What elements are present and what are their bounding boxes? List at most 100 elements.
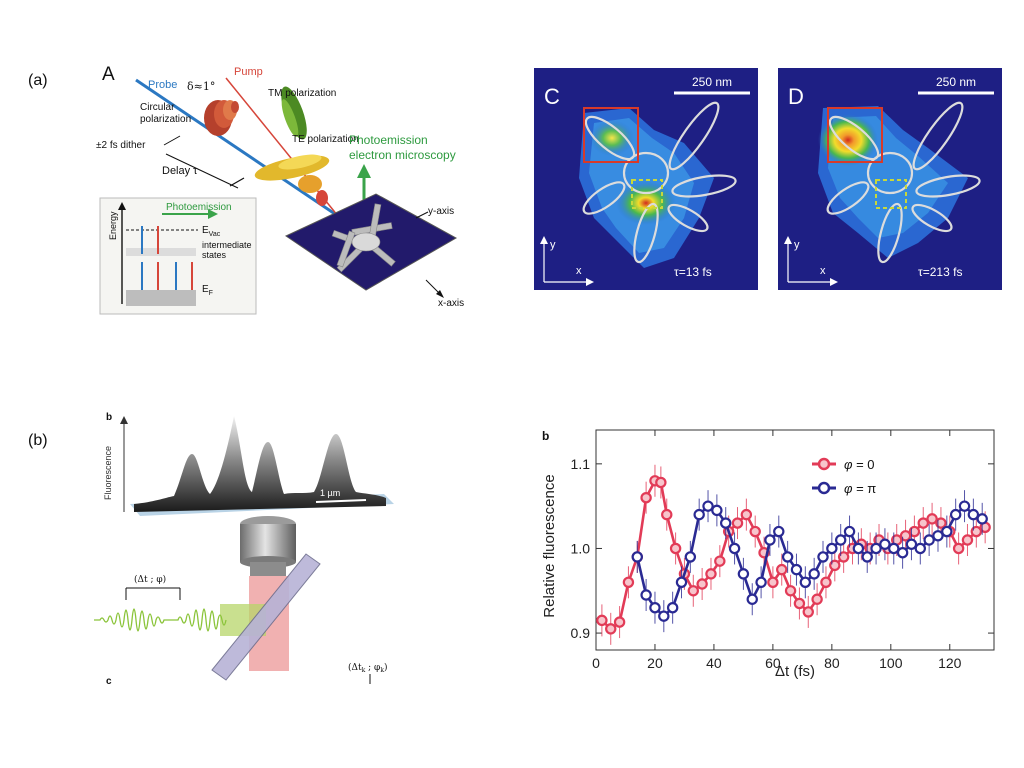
x-tick-label: 60 (765, 655, 781, 671)
micron-scale-bar (315, 499, 367, 503)
data-point (958, 500, 971, 512)
pulse-train-label: (Δtk ; φk) (348, 662, 388, 674)
data-point (899, 530, 912, 542)
data-point (640, 589, 652, 601)
svg-text:EVac: EVac (202, 225, 221, 238)
data-point (773, 525, 785, 538)
data-point (669, 542, 682, 555)
data-point (896, 546, 909, 559)
data-point (728, 542, 741, 555)
fluorescence-axis-label: Fluorescence (103, 446, 113, 500)
data-point (808, 568, 820, 580)
intermediate-label-1: intermediate (202, 240, 252, 250)
data-point (926, 513, 938, 525)
data-point (711, 504, 723, 517)
data-point (658, 610, 670, 622)
data-point (879, 538, 891, 550)
data-point (649, 601, 661, 614)
photoemission-arrow (357, 164, 371, 178)
panel-label-a: (a) (28, 72, 48, 89)
fig-c-y: y (550, 239, 556, 251)
data-point (952, 542, 965, 555)
fig-d-y: y (794, 239, 800, 251)
te-pulse (254, 154, 330, 206)
pem-line-2: electron microscopy (349, 148, 456, 162)
data-point (767, 576, 779, 589)
data-point (967, 508, 980, 521)
data-point (917, 517, 929, 529)
te-label: TE polarization (292, 134, 359, 145)
circular-polarization-helix (204, 100, 239, 136)
data-point (932, 530, 944, 542)
nanostar-sample (331, 203, 396, 273)
fluorescence-setup: b Fluorescence 1 µm (Δt ; φ) c (Δtk ; φk… (94, 412, 394, 687)
inset-photoemission: Photoemission (166, 202, 232, 213)
svg-text:EF: EF (202, 284, 213, 297)
data-point (622, 576, 635, 589)
micron-scale-label: 1 µm (320, 488, 340, 498)
data-point (799, 576, 812, 589)
data-point (776, 563, 788, 576)
data-point (949, 508, 962, 521)
circular-polarization-label: polarization (140, 114, 191, 125)
circular-label: Circular (140, 102, 175, 113)
x-tick-label: 0 (592, 655, 600, 671)
energy-level-inset: Energy Photoemission EVac intermediate s… (99, 197, 257, 315)
data-point (720, 517, 732, 529)
data-point (870, 542, 882, 555)
x-tick-label: 120 (938, 655, 962, 671)
energy-axis-label: Energy (108, 211, 118, 240)
data-point (837, 551, 850, 563)
plot-frame (595, 429, 995, 651)
data-point (702, 500, 714, 512)
roi-box-red (583, 107, 639, 163)
x-axis-label: x-axis (438, 298, 464, 309)
probe-beam (135, 78, 339, 218)
data-point (675, 576, 688, 589)
pulse-pair-label: (Δt ; φ) (134, 574, 166, 585)
nanostar-outline (582, 101, 737, 264)
fig-c-label: C (544, 84, 560, 109)
data-point (817, 551, 829, 563)
pulse-pair (94, 608, 227, 632)
roi-box-green (631, 179, 663, 209)
x-tick-label: 40 (706, 655, 722, 671)
data-point (834, 534, 847, 546)
fig-d-x: x (820, 265, 826, 277)
fig-c-x: x (576, 265, 582, 277)
y-axis-title: Relative fluorescence (541, 474, 558, 617)
delay-label: Delay τ (162, 165, 198, 177)
data-point (829, 559, 841, 572)
dither-label: ±2 fs dither (96, 140, 146, 151)
data-point (596, 614, 608, 627)
data-point (793, 597, 806, 610)
data-point (976, 513, 988, 525)
probe-label: Probe (148, 79, 177, 91)
chart-label: b (542, 429, 549, 443)
delta-angle: δ≈1° (187, 80, 215, 93)
data-point (714, 555, 726, 567)
data-point (811, 593, 823, 605)
data-point (746, 593, 758, 605)
data-point (790, 563, 803, 576)
data-point (740, 508, 753, 521)
data-point (908, 525, 921, 538)
dichroic-mirror (211, 553, 321, 681)
data-point (687, 585, 699, 597)
peem-map-d: D 250 nm y x τ=213 fs (778, 68, 1002, 290)
objective-lens (240, 516, 296, 576)
tm-label: TM polarization (268, 88, 336, 99)
data-point (605, 623, 617, 635)
tm-pulse (281, 86, 307, 140)
fig-c-scale: 250 nm (692, 75, 732, 89)
data-point (905, 538, 918, 550)
data-point (935, 517, 947, 529)
data-point (631, 551, 643, 563)
data-point (655, 476, 667, 489)
relative-fluorescence-chart: b 0 20 40 60 80 100 120 0.9 1.0 1.1 Relative fluo… (541, 429, 995, 680)
data-point (696, 578, 708, 590)
data-point (826, 542, 838, 555)
data-point (941, 525, 953, 538)
y-tick-label: 1.1 (571, 456, 591, 472)
panel-label-b: (b) (28, 432, 48, 449)
